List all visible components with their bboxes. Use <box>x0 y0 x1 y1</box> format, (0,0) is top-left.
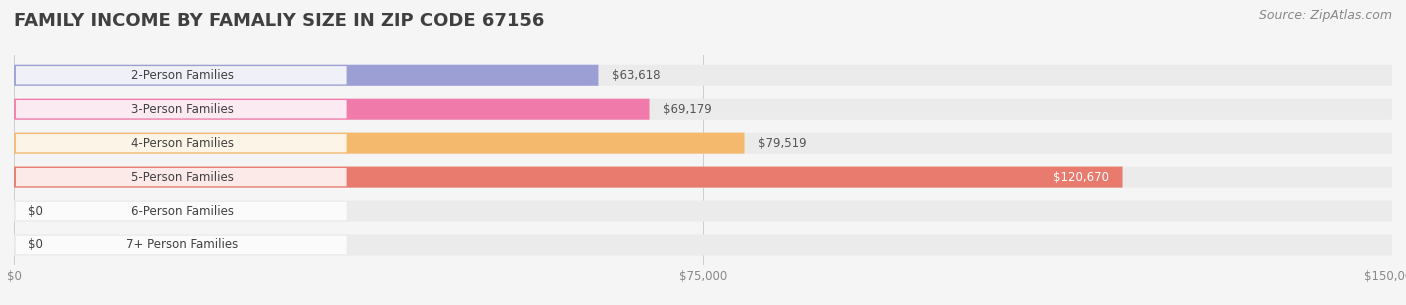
FancyBboxPatch shape <box>15 100 347 118</box>
FancyBboxPatch shape <box>14 200 1392 221</box>
FancyBboxPatch shape <box>14 99 1392 120</box>
FancyBboxPatch shape <box>15 202 347 220</box>
Text: 2-Person Families: 2-Person Families <box>131 69 233 82</box>
Text: 4-Person Families: 4-Person Families <box>131 137 233 150</box>
FancyBboxPatch shape <box>15 236 347 254</box>
Text: FAMILY INCOME BY FAMALIY SIZE IN ZIP CODE 67156: FAMILY INCOME BY FAMALIY SIZE IN ZIP COD… <box>14 12 544 30</box>
Text: $79,519: $79,519 <box>758 137 807 150</box>
FancyBboxPatch shape <box>14 65 599 86</box>
Text: 7+ Person Families: 7+ Person Families <box>127 239 238 252</box>
FancyBboxPatch shape <box>14 167 1122 188</box>
Text: $69,179: $69,179 <box>664 103 711 116</box>
FancyBboxPatch shape <box>14 133 1392 154</box>
FancyBboxPatch shape <box>15 66 347 84</box>
Text: $0: $0 <box>28 239 42 252</box>
FancyBboxPatch shape <box>15 134 347 152</box>
Text: $0: $0 <box>28 205 42 217</box>
FancyBboxPatch shape <box>14 65 1392 86</box>
FancyBboxPatch shape <box>14 133 745 154</box>
FancyBboxPatch shape <box>15 168 347 186</box>
FancyBboxPatch shape <box>14 167 1392 188</box>
Text: Source: ZipAtlas.com: Source: ZipAtlas.com <box>1258 9 1392 22</box>
Text: 3-Person Families: 3-Person Families <box>131 103 233 116</box>
Text: $63,618: $63,618 <box>612 69 661 82</box>
Text: 5-Person Families: 5-Person Families <box>131 170 233 184</box>
FancyBboxPatch shape <box>14 235 1392 256</box>
FancyBboxPatch shape <box>14 99 650 120</box>
Text: $120,670: $120,670 <box>1053 170 1109 184</box>
Text: 6-Person Families: 6-Person Families <box>131 205 233 217</box>
